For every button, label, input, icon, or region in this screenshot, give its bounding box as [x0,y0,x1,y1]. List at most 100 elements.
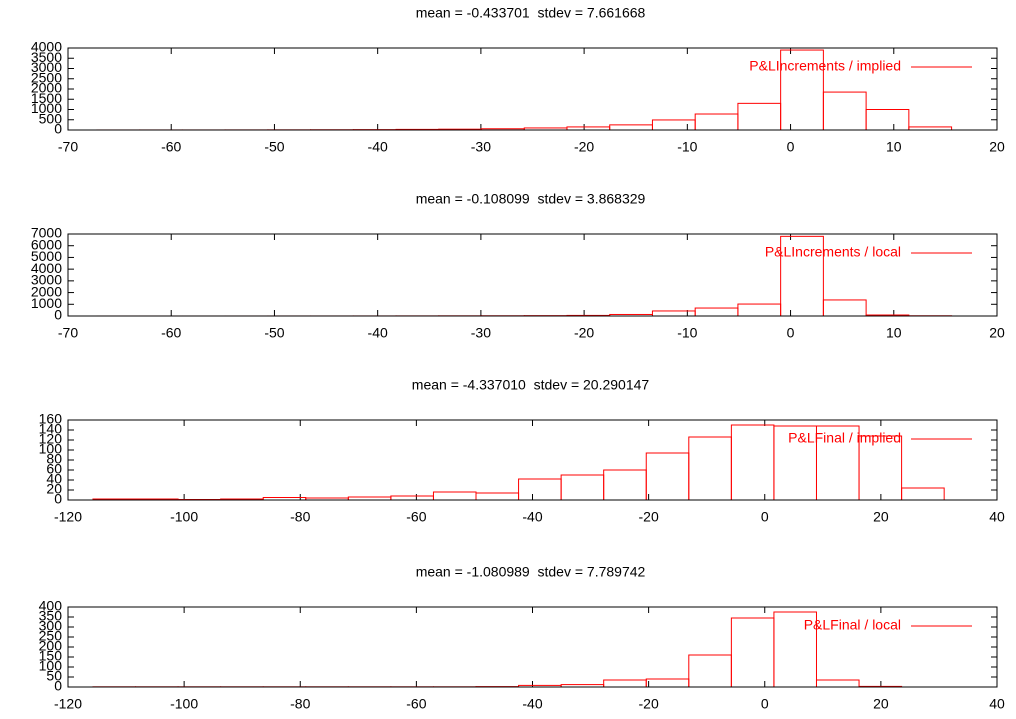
x-tick-label: -80 [290,696,310,712]
x-tick-label: 10 [886,139,902,155]
x-tick-label: 20 [873,696,889,712]
x-tick-label: -20 [574,325,594,341]
y-tick-label: 3000 [31,59,62,75]
y-tick-label: 100 [39,441,63,457]
x-tick-label: 40 [989,696,1005,712]
histogram-bar [688,654,732,688]
y-tick-label: 4000 [31,39,62,55]
y-tick-label: 300 [39,618,63,634]
histogram-bar [475,492,520,501]
x-tick-label: -120 [54,509,82,525]
histogram-bar [822,299,867,317]
y-tick-label: 1500 [31,90,62,106]
x-tick-label: 0 [787,325,795,341]
y-tick-label: 50 [46,668,62,684]
histogram-bar [730,424,775,501]
histogram-bar [865,109,910,131]
x-tick-label: -50 [264,325,284,341]
x-tick-label: -30 [471,139,491,155]
y-tick-label: 0 [54,307,62,323]
y-tick-label: 160 [39,411,63,427]
x-tick-label: -50 [264,139,284,155]
y-tick-label: 6000 [31,236,62,252]
y-tick-label: 0 [54,121,62,137]
legend-label: P&LIncrements / local [765,244,901,260]
x-tick-label: 40 [989,509,1005,525]
y-tick-label: 20 [46,481,62,497]
plot-frame [67,606,998,688]
histogram-bar [603,469,647,501]
x-tick-label: -100 [170,696,198,712]
chart-title: mean = -1.080989 stdev = 7.789742 [416,564,646,580]
y-tick-label: 0 [54,678,62,694]
y-tick-label: 40 [46,471,62,487]
x-tick-label: -60 [406,509,426,525]
histogram-bar [645,678,690,688]
y-tick-label: 4000 [31,260,62,276]
histogram-bar [390,495,434,501]
x-tick-label: -70 [58,325,78,341]
plot-frame [67,233,998,317]
x-tick-label: 20 [989,325,1005,341]
y-tick-label: 60 [46,461,62,477]
y-tick-label: 200 [39,638,63,654]
legend-label: P&LIncrements / implied [749,58,901,74]
histogram-bar [737,303,782,317]
histogram-bar [609,124,653,131]
y-tick-label: 7000 [31,225,62,241]
x-tick-label: -40 [368,325,388,341]
histogram-bar [737,102,782,131]
histogram-bar [694,113,739,131]
histogram-bar [815,679,860,688]
y-tick-label: 500 [39,110,63,126]
legend-label: P&LFinal / local [804,617,901,633]
histogram-bar [688,436,732,501]
y-tick-label: 350 [39,608,63,624]
y-tick-label: 120 [39,431,63,447]
x-tick-label: -10 [677,139,697,155]
histogram-bar [822,91,867,131]
y-tick-label: 3000 [31,272,62,288]
y-tick-label: 0 [54,491,62,507]
x-tick-label: -40 [522,509,542,525]
x-tick-label: -20 [639,509,659,525]
x-tick-label: -20 [574,139,594,155]
x-tick-label: -40 [368,139,388,155]
x-tick-label: -10 [677,325,697,341]
legend-label: P&LFinal / implied [788,430,901,446]
histogram-bar [651,119,696,131]
y-tick-label: 250 [39,628,63,644]
y-tick-label: 100 [39,658,63,674]
chart-title: mean = -0.108099 stdev = 3.868329 [416,191,646,207]
x-tick-label: 0 [761,696,769,712]
y-tick-label: 2000 [31,80,62,96]
x-tick-label: 20 [873,509,889,525]
chart-title: mean = -4.337010 stdev = 20.290147 [412,377,650,393]
y-tick-label: 1000 [31,295,62,311]
x-tick-label: -70 [58,139,78,155]
x-tick-label: 20 [989,139,1005,155]
x-tick-label: -60 [406,696,426,712]
x-tick-label: -30 [471,325,491,341]
chart-title: mean = -0.433701 stdev = 7.661668 [416,5,646,21]
y-tick-label: 3500 [31,49,62,65]
y-tick-label: 2000 [31,283,62,299]
x-tick-label: -60 [161,139,181,155]
histogram-bar [901,487,945,501]
x-tick-label: -40 [522,696,542,712]
y-tick-label: 400 [39,598,63,614]
x-tick-label: 0 [787,139,795,155]
histogram-bar [560,474,605,501]
histogram-bar [730,617,775,688]
histogram-bar [651,310,696,317]
x-tick-label: -100 [170,509,198,525]
histogram-bar [603,679,647,688]
y-tick-label: 2500 [31,69,62,85]
x-tick-label: -120 [54,696,82,712]
x-tick-label: 10 [886,325,902,341]
y-tick-label: 80 [46,451,62,467]
x-tick-label: 0 [761,509,769,525]
y-tick-label: 5000 [31,248,62,264]
y-tick-label: 1000 [31,100,62,116]
